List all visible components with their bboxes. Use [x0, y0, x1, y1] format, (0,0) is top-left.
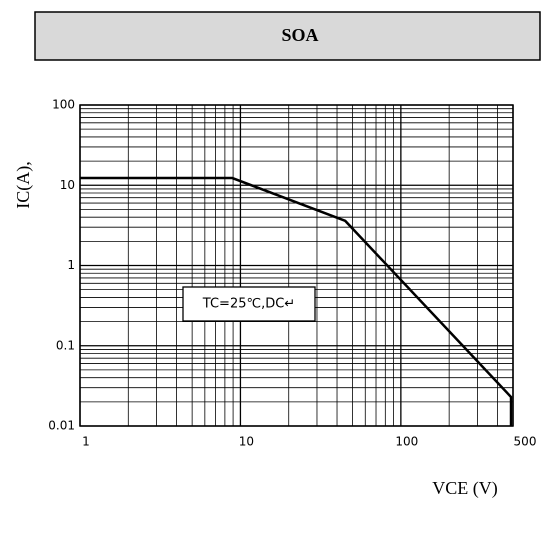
annotation-box [182, 286, 316, 322]
y-tick-label: 0.01 [48, 419, 75, 433]
y-tick-label: 10 [60, 178, 75, 192]
data-line [80, 176, 513, 426]
x-tick-label: 100 [395, 435, 418, 449]
y-tick-label: 100 [52, 98, 75, 112]
y-tick-label: 1 [67, 258, 75, 272]
y-tick-label: 0.1 [56, 338, 75, 352]
plot-frame [79, 104, 514, 427]
header-box [34, 11, 541, 61]
x-axis-label: VCE (V) [432, 478, 498, 499]
x-tick-label: 1 [82, 435, 90, 449]
x-tick-label: 500 [514, 435, 537, 449]
annotation: TC=25℃,DC↵ [202, 297, 295, 312]
chart-title: SOA [281, 25, 318, 45]
y-axis-label: IC(A), [13, 161, 34, 209]
x-tick-label: 10 [239, 435, 254, 449]
